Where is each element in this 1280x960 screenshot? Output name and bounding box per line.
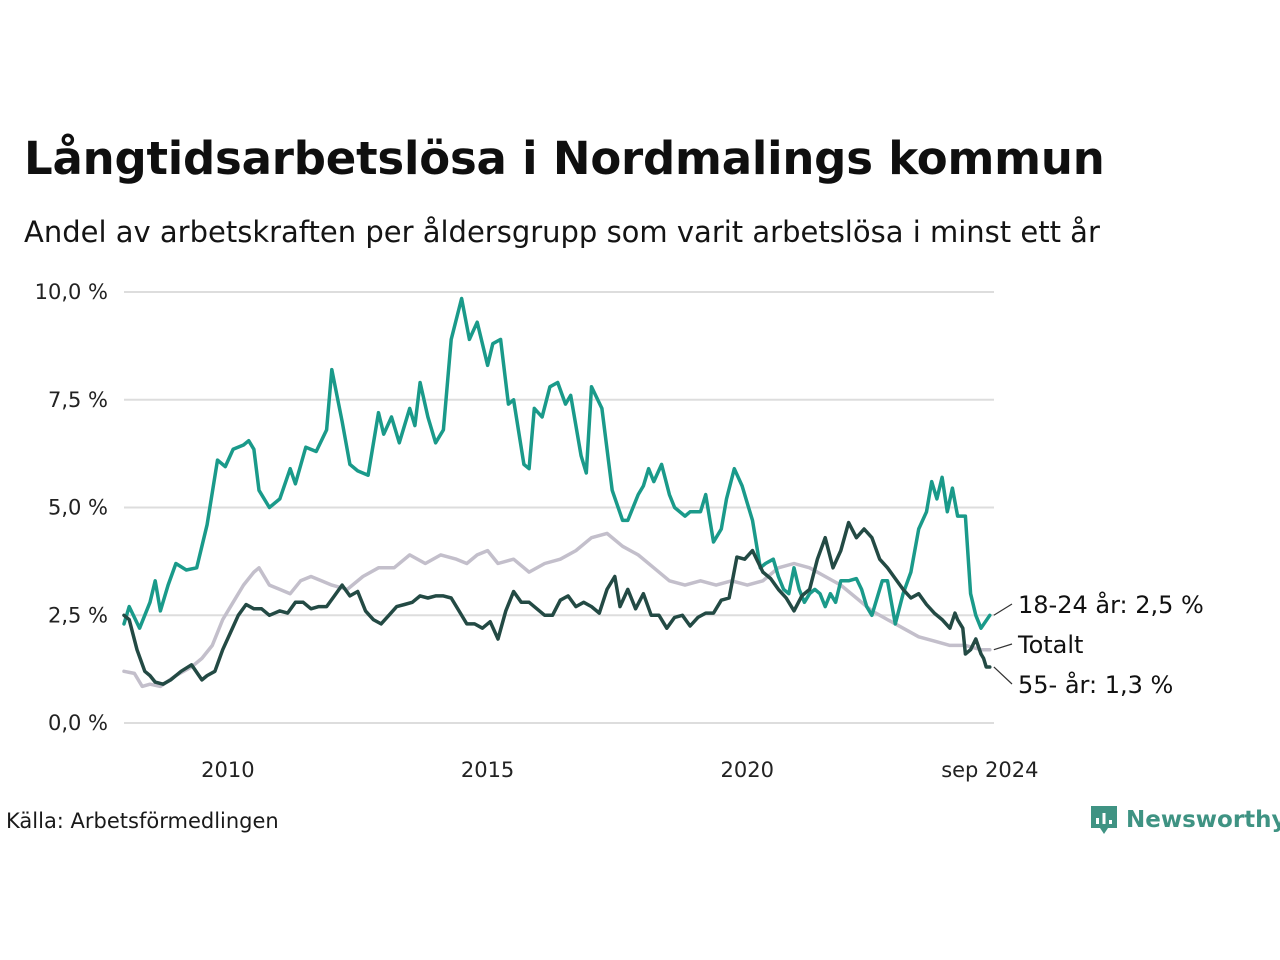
- label-leader-senior: [993, 666, 1013, 685]
- y-tick-label: 2,5 %: [48, 603, 108, 627]
- chart-subtitle: Andel av arbetskraften per åldersgrupp s…: [24, 215, 1100, 249]
- y-axis-ticks: 0,0 % 2,5 % 5,0 % 7,5 % 10,0 %: [35, 280, 108, 735]
- line-chart: 0,0 % 2,5 % 5,0 % 7,5 % 10,0 % 2010 2015 2020 s…: [35, 280, 1204, 782]
- brand-name: Newsworthy: [1126, 807, 1280, 833]
- x-tick-label: 2015: [461, 758, 514, 782]
- y-tick-label: 0,0 %: [48, 711, 108, 735]
- series-label-total: Totalt: [1017, 631, 1083, 659]
- y-tick-label: 5,0 %: [48, 496, 108, 520]
- series-line-total: [122, 531, 992, 689]
- chart-title: Långtidsarbetslösa i Nordmalings kommun: [24, 132, 1105, 185]
- label-leader-total: [993, 643, 1013, 651]
- source-note: Källa: Arbetsförmedlingen: [6, 809, 279, 833]
- x-tick-label: 2020: [721, 758, 774, 782]
- y-tick-label: 10,0 %: [35, 280, 108, 304]
- series-label-senior: 55- år: 1,3 %: [1018, 670, 1173, 699]
- label-leader-youth: [993, 603, 1013, 616]
- x-axis-ticks: 2010 2015 2020 sep 2024: [201, 758, 1038, 782]
- x-tick-label: 2010: [201, 758, 254, 782]
- brand-logo: Newsworthy: [1088, 803, 1280, 837]
- series-lines: [122, 296, 992, 689]
- x-tick-label: sep 2024: [941, 758, 1038, 782]
- y-tick-label: 7,5 %: [48, 388, 108, 412]
- series-labels: Totalt 18-24 år: 2,5 % 55- år: 1,3 %: [993, 590, 1204, 699]
- newsworthy-logo-icon: [1091, 806, 1117, 834]
- gridlines: [124, 291, 994, 724]
- series-label-youth: 18-24 år: 2,5 %: [1018, 590, 1204, 619]
- series-line-senior: [122, 520, 992, 686]
- series-line-youth: [122, 296, 992, 630]
